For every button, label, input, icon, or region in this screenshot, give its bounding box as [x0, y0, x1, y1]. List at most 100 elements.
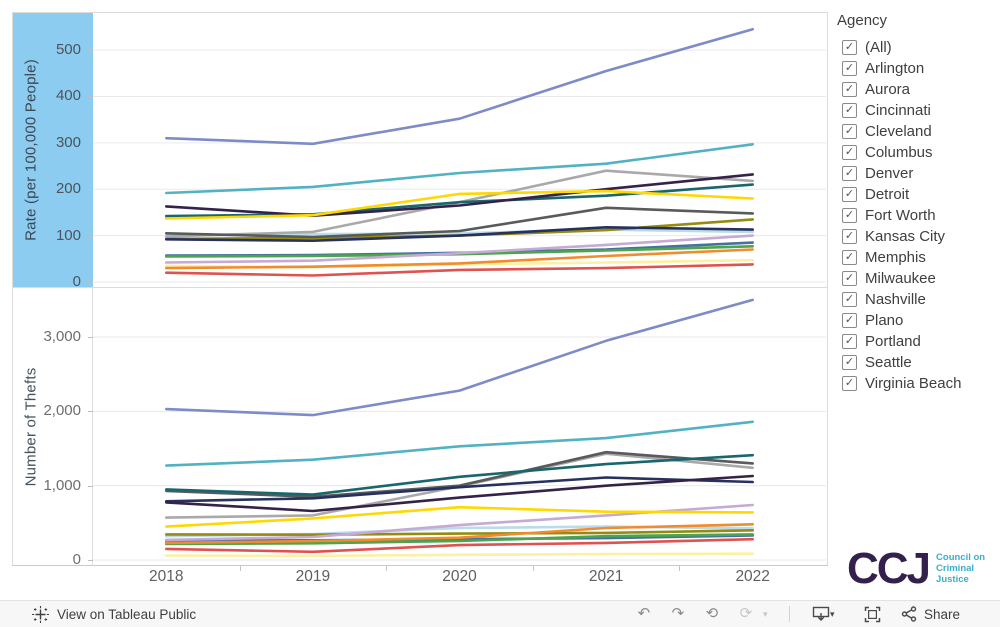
- legend-item-arlington[interactable]: ✓ Arlington: [837, 58, 997, 79]
- legend-item-label: Cincinnati: [865, 102, 931, 119]
- legend-item-memphis[interactable]: ✓ Memphis: [837, 247, 997, 268]
- series-line-cleveland[interactable]: [165, 529, 755, 536]
- device-layout-button[interactable]: ▾: [812, 606, 844, 622]
- ccj-logo-tagline: Council on Criminal Justice: [936, 552, 985, 585]
- series-line-cincinnati[interactable]: [165, 189, 755, 220]
- series-line-denver[interactable]: [165, 143, 755, 195]
- series-line-kansas-city[interactable]: [165, 173, 755, 217]
- series-line-detroit[interactable]: [165, 537, 755, 554]
- checkbox-checked-icon[interactable]: ✓: [842, 208, 857, 223]
- checkbox-checked-icon[interactable]: ✓: [842, 229, 857, 244]
- y-tick-mark: [88, 189, 93, 191]
- refresh-caret-icon[interactable]: ▾: [762, 608, 768, 619]
- reset-button[interactable]: ⟲: [705, 605, 719, 622]
- legend-items-container: ✓ (All) ✓ Arlington ✓ Aurora ✓ Cincinnati ✓ Cleve…: [837, 37, 997, 394]
- checkbox-checked-icon[interactable]: ✓: [842, 334, 857, 349]
- series-line-denver[interactable]: [165, 420, 755, 467]
- series-line-arlington[interactable]: [165, 533, 755, 546]
- legend-item-label: Columbus: [865, 144, 933, 161]
- checkbox-checked-icon[interactable]: ✓: [842, 166, 857, 181]
- y-tick-mark: [88, 142, 93, 144]
- checkbox-checked-icon[interactable]: ✓: [842, 292, 857, 307]
- checkbox-checked-icon[interactable]: ✓: [842, 124, 857, 139]
- series-line-detroit[interactable]: [165, 263, 755, 277]
- rate-y-axis-zone[interactable]: Rate (per 100,000 People) 0 100 200 300 400 5…: [13, 13, 93, 290]
- y-tick-label: 300: [55, 133, 81, 151]
- legend-item-plano[interactable]: ✓ Plano: [837, 310, 997, 331]
- ccj-logo-text: CCJ: [847, 544, 931, 593]
- x-tick-mark: [679, 566, 681, 571]
- checkbox-checked-icon[interactable]: ✓: [842, 145, 857, 160]
- legend-item-fortworth[interactable]: ✓ Fort Worth: [837, 205, 997, 226]
- legend-item-denver[interactable]: ✓ Denver: [837, 163, 997, 184]
- tagline-line-3: Justice: [936, 574, 969, 585]
- legend-item-label: Nashville: [865, 291, 926, 308]
- legend-item-cleveland[interactable]: ✓ Cleveland: [837, 121, 997, 142]
- legend-item-label: Denver: [865, 165, 914, 182]
- legend-item-label: Milwaukee: [865, 270, 936, 287]
- checkbox-checked-icon[interactable]: ✓: [842, 313, 857, 328]
- legend-item-milwaukee[interactable]: ✓ Milwaukee: [837, 268, 997, 289]
- legend-item-portland[interactable]: ✓ Portland: [837, 331, 997, 352]
- legend-item-seattle[interactable]: ✓ Seattle: [837, 352, 997, 373]
- legend-item-aurora[interactable]: ✓ Aurora: [837, 79, 997, 100]
- series-line-arlington[interactable]: [165, 245, 755, 258]
- checkbox-checked-icon[interactable]: ✓: [842, 250, 857, 265]
- x-tick-label: 2018: [149, 568, 184, 585]
- legend-item-cincinnati[interactable]: ✓ Cincinnati: [837, 100, 997, 121]
- series-line-memphis[interactable]: [165, 298, 755, 417]
- tableau-toolbar: View on Tableau Public ↶ ↷ ⟲ ⟳ ▾ ▾: [0, 600, 1000, 627]
- checkbox-checked-icon[interactable]: ✓: [842, 376, 857, 391]
- y-axis-rule: [92, 12, 93, 566]
- legend-item-label: Portland: [865, 333, 921, 350]
- device-caret-icon: ▾: [829, 608, 835, 619]
- legend-item-virginiabeach[interactable]: ✓ Virginia Beach: [837, 373, 997, 394]
- legend-item-nashville[interactable]: ✓ Nashville: [837, 289, 997, 310]
- undo-button[interactable]: ↶: [637, 605, 651, 622]
- toolbar-divider: [788, 606, 790, 622]
- checkbox-checked-icon[interactable]: ✓: [842, 82, 857, 97]
- y-tick-label: 100: [55, 226, 81, 244]
- series-line-nashville[interactable]: [165, 248, 755, 270]
- checkbox-checked-icon[interactable]: ✓: [842, 61, 857, 76]
- checkbox-checked-icon[interactable]: ✓: [842, 355, 857, 370]
- y-tick-label: 200: [55, 180, 81, 198]
- series-line-seattle[interactable]: [165, 234, 755, 264]
- series-line-cincinnati[interactable]: [165, 505, 755, 528]
- refresh-button[interactable]: ⟳: [739, 605, 753, 622]
- series-line-portland[interactable]: [165, 453, 755, 496]
- series-line-fort-worth[interactable]: [165, 226, 755, 242]
- fullscreen-button[interactable]: [864, 606, 881, 623]
- legend-item-columbus[interactable]: ✓ Columbus: [837, 142, 997, 163]
- series-line-columbus[interactable]: [165, 450, 755, 499]
- checkbox-checked-icon[interactable]: ✓: [842, 187, 857, 202]
- legend-item-label: Arlington: [865, 60, 925, 77]
- series-line-fort-worth[interactable]: [165, 476, 755, 503]
- thefts-y-axis-zone[interactable]: Number of Thefts 0 1,000 2,000 3,000: [13, 288, 93, 568]
- legend-item-kansascity[interactable]: ✓ Kansas City: [837, 226, 997, 247]
- share-button[interactable]: Share: [901, 606, 960, 622]
- legend-item-label: Plano: [865, 312, 904, 329]
- checkbox-checked-icon[interactable]: ✓: [842, 40, 857, 55]
- legend-item-detroit[interactable]: ✓ Detroit: [837, 184, 997, 205]
- panel-separator: [12, 287, 828, 288]
- series-line-kansas-city[interactable]: [165, 474, 755, 513]
- series-line-portland[interactable]: [165, 183, 755, 218]
- tagline-line-1: Council on: [936, 552, 986, 563]
- checkbox-checked-icon[interactable]: ✓: [842, 103, 857, 118]
- series-line-memphis[interactable]: [165, 27, 755, 146]
- series-line-nashville[interactable]: [165, 523, 755, 545]
- redo-button[interactable]: ↷: [671, 605, 685, 622]
- legend-item-all[interactable]: ✓ (All): [837, 37, 997, 58]
- checkbox-checked-icon[interactable]: ✓: [842, 271, 857, 286]
- series-line-columbus[interactable]: [165, 206, 755, 239]
- legend-panel: Agency ✓ (All) ✓ Arlington ✓ Aurora ✓ Cincinnat…: [837, 12, 997, 394]
- series-line-plano[interactable]: [165, 552, 755, 558]
- y-tick-mark: [88, 50, 93, 52]
- view-on-tableau-public-link[interactable]: View on Tableau Public: [57, 606, 197, 622]
- share-label: Share: [923, 606, 960, 622]
- tagline-line-2: Criminal: [936, 563, 975, 574]
- frame-top-border: [12, 12, 828, 13]
- fullscreen-icon: [864, 606, 881, 622]
